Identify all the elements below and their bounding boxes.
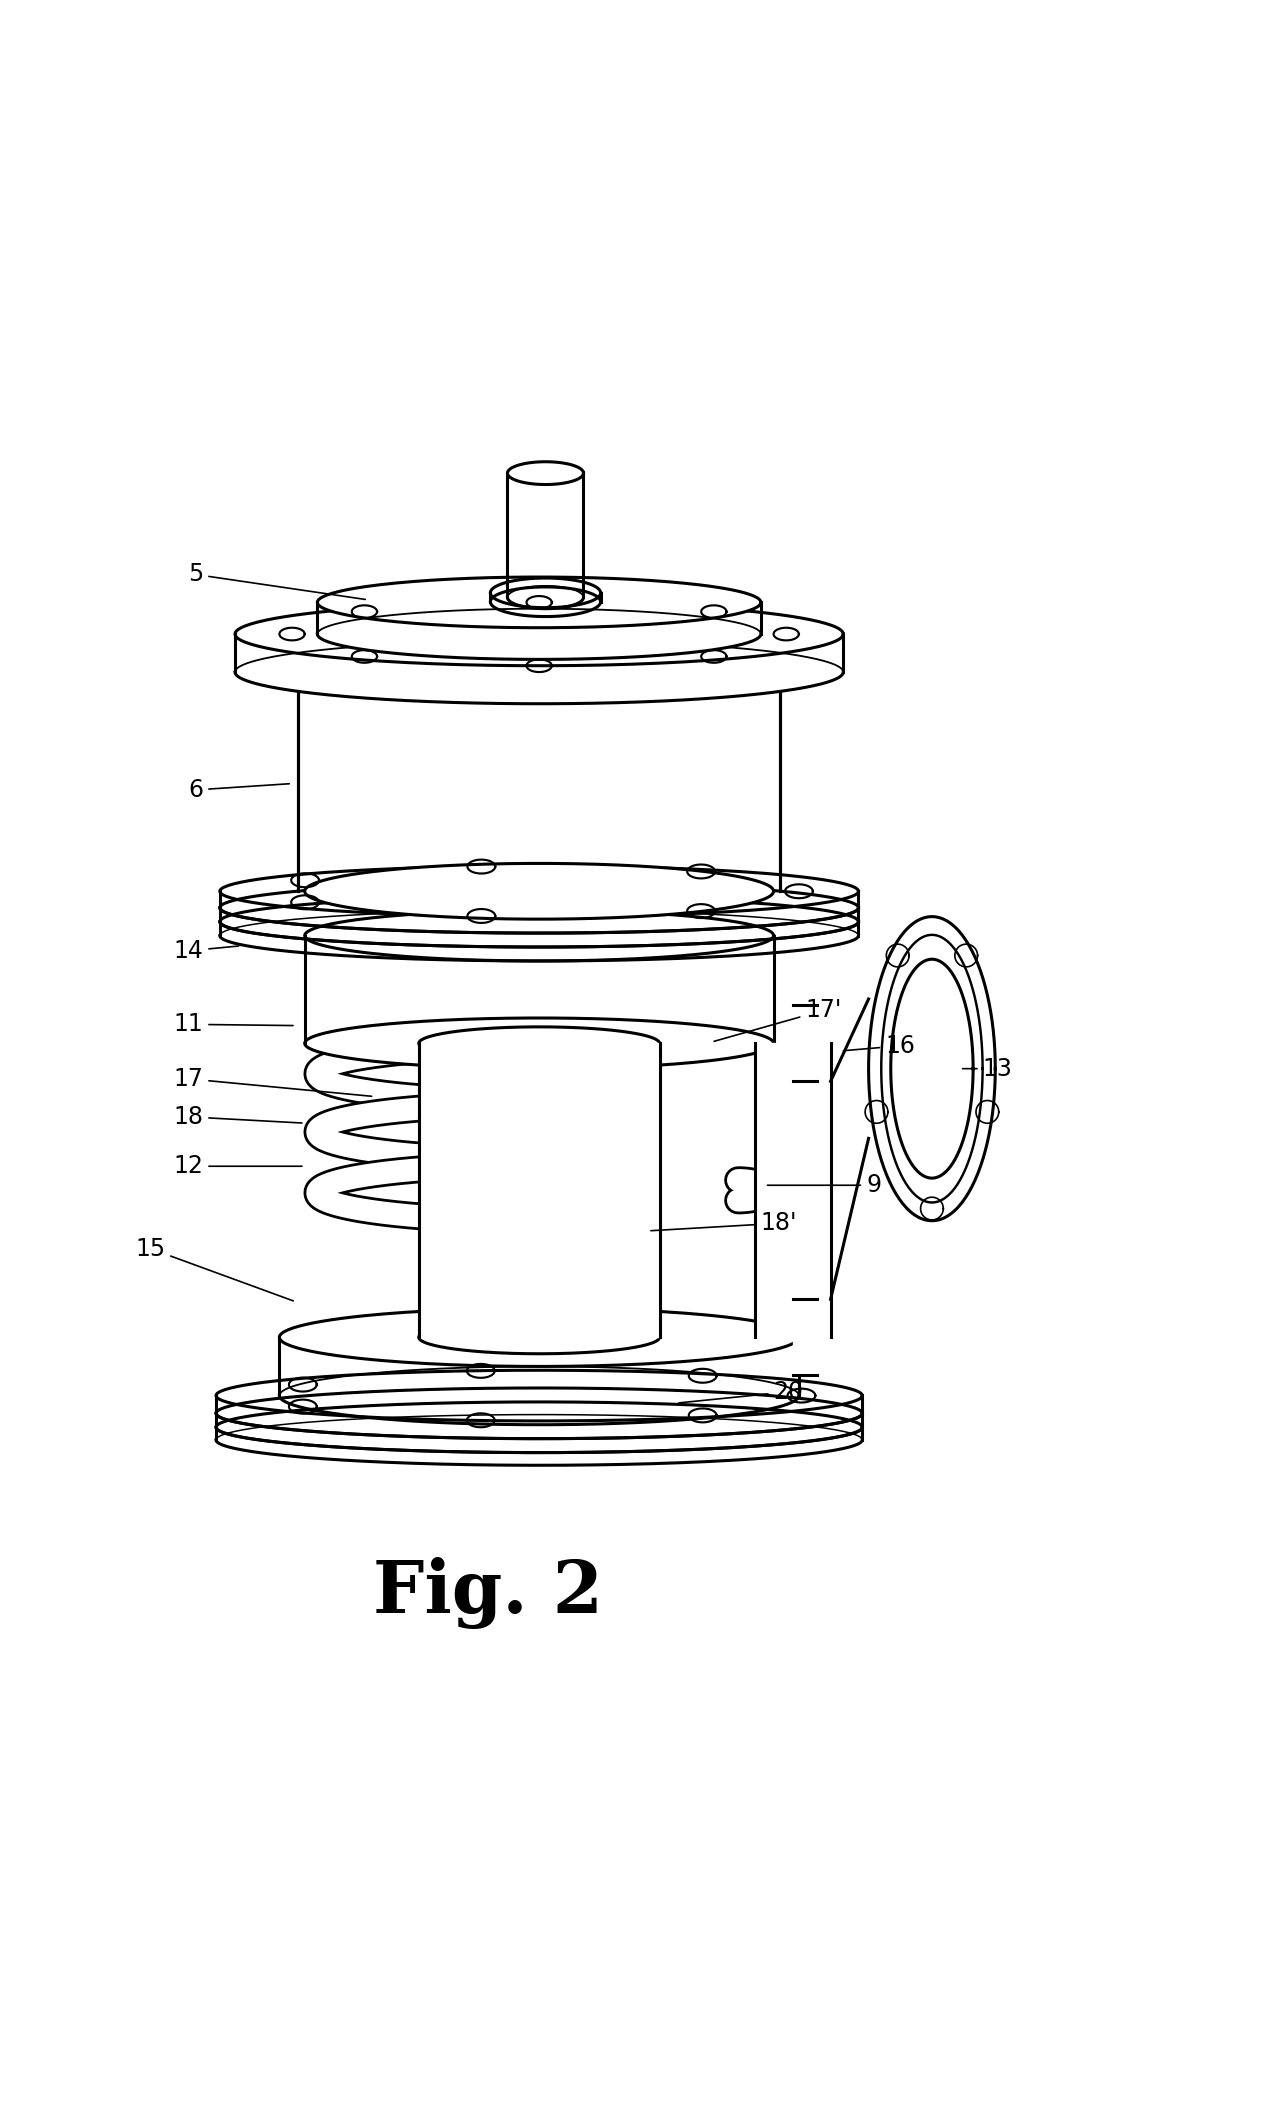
Text: 18: 18 bbox=[173, 1105, 302, 1128]
Polygon shape bbox=[220, 883, 858, 934]
Polygon shape bbox=[869, 917, 995, 1221]
Polygon shape bbox=[298, 672, 780, 891]
Text: Fig. 2: Fig. 2 bbox=[374, 1557, 603, 1628]
Polygon shape bbox=[830, 999, 869, 1299]
Polygon shape bbox=[318, 602, 761, 634]
Polygon shape bbox=[220, 908, 858, 921]
Text: 18': 18' bbox=[651, 1212, 797, 1236]
Polygon shape bbox=[507, 463, 583, 484]
Polygon shape bbox=[216, 1388, 862, 1438]
Polygon shape bbox=[234, 634, 843, 672]
Polygon shape bbox=[318, 608, 761, 659]
Text: 15: 15 bbox=[136, 1238, 293, 1301]
Polygon shape bbox=[507, 585, 583, 608]
Polygon shape bbox=[419, 1026, 660, 1060]
Polygon shape bbox=[298, 672, 780, 891]
Polygon shape bbox=[793, 1299, 816, 1375]
Polygon shape bbox=[305, 864, 774, 919]
Polygon shape bbox=[279, 1337, 799, 1396]
Text: 17': 17' bbox=[714, 999, 842, 1041]
Polygon shape bbox=[305, 936, 774, 1043]
Polygon shape bbox=[234, 602, 843, 665]
Text: 17: 17 bbox=[173, 1067, 371, 1096]
Polygon shape bbox=[491, 587, 601, 617]
Text: 9: 9 bbox=[767, 1174, 881, 1198]
Text: 12: 12 bbox=[173, 1155, 302, 1178]
Polygon shape bbox=[220, 921, 858, 936]
Polygon shape bbox=[279, 1366, 799, 1426]
Polygon shape bbox=[419, 1043, 660, 1337]
Polygon shape bbox=[318, 577, 761, 627]
Text: 5: 5 bbox=[188, 562, 365, 600]
Polygon shape bbox=[279, 1307, 799, 1366]
Polygon shape bbox=[890, 959, 974, 1178]
Polygon shape bbox=[216, 1396, 862, 1413]
Polygon shape bbox=[491, 579, 601, 608]
Polygon shape bbox=[216, 1428, 862, 1440]
Polygon shape bbox=[305, 1018, 774, 1069]
Polygon shape bbox=[220, 866, 858, 917]
Text: 13: 13 bbox=[962, 1056, 1012, 1081]
Polygon shape bbox=[507, 473, 583, 598]
Text: 20: 20 bbox=[679, 1379, 803, 1404]
Text: 16: 16 bbox=[843, 1035, 915, 1058]
Polygon shape bbox=[305, 910, 774, 961]
Text: 11: 11 bbox=[174, 1012, 293, 1037]
Polygon shape bbox=[755, 1043, 830, 1337]
Polygon shape bbox=[220, 895, 858, 946]
Polygon shape bbox=[419, 1043, 660, 1337]
Text: 6: 6 bbox=[188, 777, 290, 803]
Polygon shape bbox=[419, 1320, 660, 1354]
Polygon shape bbox=[234, 640, 843, 703]
Polygon shape bbox=[220, 891, 858, 908]
Polygon shape bbox=[216, 1402, 862, 1453]
Text: 14: 14 bbox=[173, 940, 238, 963]
Polygon shape bbox=[216, 1413, 862, 1428]
Polygon shape bbox=[793, 1005, 816, 1081]
Polygon shape bbox=[216, 1371, 862, 1421]
